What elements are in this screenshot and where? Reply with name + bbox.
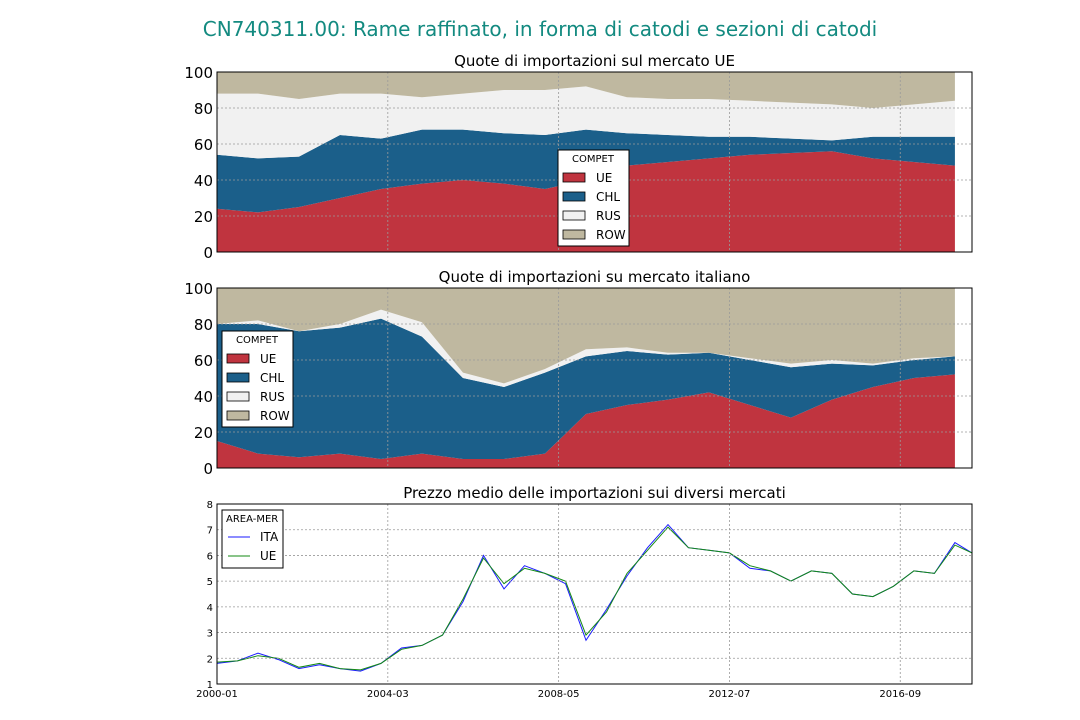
chart-panel-3: Prezzo medio delle importazioni sui dive… bbox=[196, 484, 973, 700]
y-tick-label: 6 bbox=[207, 551, 213, 562]
y-tick-label: 1 bbox=[207, 680, 213, 691]
chart-title: Prezzo medio delle importazioni sui dive… bbox=[403, 484, 786, 502]
legend-swatch-row bbox=[226, 410, 250, 421]
plot-frame bbox=[216, 71, 973, 253]
area-row bbox=[217, 288, 955, 384]
legend-title: COMPET bbox=[236, 335, 279, 346]
y-tick-label: 60 bbox=[194, 136, 213, 154]
area-row bbox=[217, 72, 955, 108]
y-tick-label: 60 bbox=[194, 352, 213, 370]
y-tick-label: 100 bbox=[184, 280, 213, 298]
chart-title: Quote di importazioni su mercato italian… bbox=[439, 268, 751, 286]
legend-label-ue: UE bbox=[596, 171, 612, 185]
y-tick-label: 40 bbox=[194, 388, 213, 406]
legend-swatch-rus bbox=[226, 391, 250, 402]
legend-label-ita: ITA bbox=[260, 530, 279, 544]
legend-label-ue: UE bbox=[260, 549, 276, 563]
y-tick-label: 80 bbox=[194, 100, 213, 118]
y-tick-label: 4 bbox=[207, 603, 213, 614]
legend-box bbox=[221, 509, 284, 569]
legend-swatch-rus bbox=[562, 210, 586, 221]
legend-label-rus: RUS bbox=[596, 209, 621, 223]
area-ue bbox=[217, 374, 955, 468]
y-tick-label: 8 bbox=[207, 500, 213, 511]
legend-title: AREA-MER bbox=[226, 514, 278, 525]
y-tick-label: 20 bbox=[194, 208, 213, 226]
legend-label-rus: RUS bbox=[260, 390, 285, 404]
legend-swatch-ue bbox=[562, 172, 586, 183]
y-tick-label: 3 bbox=[207, 629, 213, 640]
figure-title: CN740311.00: Rame raffinato, in forma di… bbox=[203, 17, 877, 41]
y-tick-label: 80 bbox=[194, 316, 213, 334]
legend-swatch-row bbox=[562, 229, 586, 240]
legend-label-row: ROW bbox=[596, 228, 626, 242]
x-tick-label: 2000-01 bbox=[196, 689, 238, 700]
x-tick-label: 2016-09 bbox=[879, 689, 921, 700]
legend-title: COMPET bbox=[572, 154, 615, 165]
line-ita bbox=[216, 523, 973, 672]
y-tick-label: 5 bbox=[207, 577, 213, 588]
area-rus bbox=[217, 86, 955, 159]
chart-panel-2: Quote di importazioni su mercato italian… bbox=[184, 268, 973, 478]
y-tick-label: 40 bbox=[194, 172, 213, 190]
legend-label-chl: CHL bbox=[260, 371, 284, 385]
legend: AREA-MER ITA UE bbox=[221, 509, 284, 569]
y-tick-label: 100 bbox=[184, 64, 213, 82]
legend-label-row: ROW bbox=[260, 409, 290, 423]
y-tick-label: 7 bbox=[207, 526, 213, 537]
y-tick-label: 20 bbox=[194, 424, 213, 442]
x-tick-label: 2008-05 bbox=[538, 689, 580, 700]
chart-title: Quote di importazioni sul mercato UE bbox=[454, 52, 735, 70]
y-tick-label: 0 bbox=[203, 244, 213, 262]
plot-frame bbox=[216, 503, 973, 685]
legend: COMPET UE CHL RUS ROW bbox=[221, 330, 294, 428]
x-tick-label: 2012-07 bbox=[709, 689, 751, 700]
legend: COMPET UE CHL RUS ROW bbox=[557, 149, 630, 247]
y-tick-label: 2 bbox=[207, 654, 213, 665]
plot-frame bbox=[216, 287, 973, 469]
legend-swatch-chl bbox=[226, 372, 250, 383]
charts-container: Quote di importazioni sul mercato UE0204… bbox=[184, 52, 973, 700]
line-ue bbox=[216, 526, 973, 671]
legend-label-ue: UE bbox=[260, 352, 276, 366]
chart-panel-1: Quote di importazioni sul mercato UE 0 20 4… bbox=[184, 52, 973, 262]
x-tick-label: 2004-03 bbox=[367, 689, 409, 700]
legend-swatch-ue bbox=[226, 353, 250, 364]
y-tick-label: 0 bbox=[203, 460, 213, 478]
legend-label-chl: CHL bbox=[596, 190, 620, 204]
area-chl bbox=[217, 318, 955, 459]
legend-swatch-chl bbox=[562, 191, 586, 202]
